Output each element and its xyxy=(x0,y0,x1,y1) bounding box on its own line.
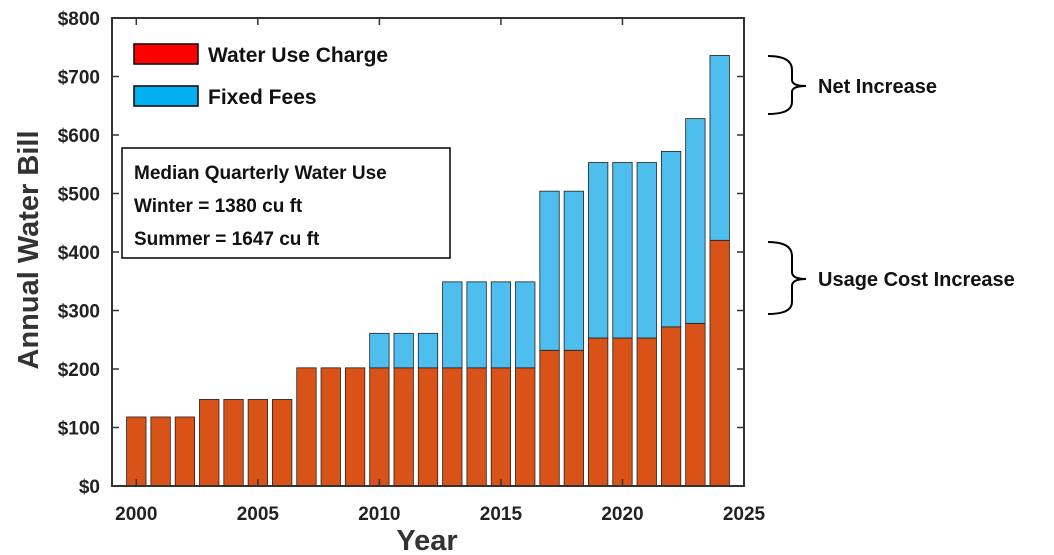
bar-fixed-fees-2019 xyxy=(588,162,609,339)
info-box-heading: Median Quarterly Water Use xyxy=(134,163,387,184)
y-axis: $0 $100 $200 $300 $400 $500 $600 $700 $800 xyxy=(58,9,744,498)
bar-fixed-fees-2017 xyxy=(539,190,560,351)
bar-fixed-fees-2014 xyxy=(466,281,487,369)
bar-water-use-2003 xyxy=(199,399,220,487)
bar-fixed-fees-2016 xyxy=(515,281,536,369)
bar-fixed-fees-2022 xyxy=(660,150,682,328)
info-box-frame xyxy=(121,147,451,259)
bar-water-use-2001 xyxy=(150,416,171,487)
bar-fixed-fees-2010 xyxy=(369,332,390,369)
y-tick-label-0: $0 xyxy=(79,477,100,498)
legend-swatch-water-use xyxy=(133,43,199,65)
legend-label-water-use: Water Use Charge xyxy=(208,44,388,67)
legend-swatch-fixed-fees xyxy=(133,85,199,107)
x-tick-label-2005: 2005 xyxy=(237,504,280,525)
bar-water-use-2004 xyxy=(223,399,244,487)
y-tick-label-200: $200 xyxy=(58,360,100,381)
bar-fixed-fees-2012 xyxy=(417,332,439,369)
bar-water-use-2002 xyxy=(174,416,196,487)
bar-fixed-fees-2021 xyxy=(636,162,657,339)
bar-water-use-2019 xyxy=(588,337,609,487)
bar-fixed-fees-2023 xyxy=(685,118,706,324)
bar-water-use-2020 xyxy=(612,337,633,487)
bar-water-use-2009 xyxy=(344,367,366,487)
bar-water-use-2016 xyxy=(515,367,536,487)
x-axis-title: Year xyxy=(396,525,457,555)
legend: Water Use Charge Fixed Fees xyxy=(133,43,388,109)
bar-water-use-2005 xyxy=(247,399,268,487)
y-tick-label-100: $100 xyxy=(58,419,100,440)
y-tick-label-800: $800 xyxy=(58,9,100,30)
bar-fixed-fees-2011 xyxy=(393,332,414,369)
bar-fixed-fees-2013 xyxy=(442,281,463,369)
y-tick-label-400: $400 xyxy=(58,243,100,264)
bar-fixed-fees-2020 xyxy=(612,162,633,339)
x-tick-label-2025: 2025 xyxy=(723,504,766,525)
x-axis: 2000 2005 2010 2015 2020 2025 xyxy=(115,18,766,525)
net-increase-annotation: Net Increase xyxy=(767,55,937,115)
info-box: Median Quarterly Water Use Winter = 1380… xyxy=(121,147,451,259)
net-increase-brace xyxy=(767,55,807,115)
bar-water-use-2010 xyxy=(369,367,390,487)
y-tick-label-700: $700 xyxy=(58,68,100,89)
bar-water-use-2017 xyxy=(539,349,560,487)
bar-water-use-2018 xyxy=(563,349,584,487)
x-tick-label-2010: 2010 xyxy=(358,504,400,525)
bar-water-use-2013 xyxy=(442,367,463,487)
bar-water-use-2008 xyxy=(320,367,341,487)
bar-water-use-2014 xyxy=(466,367,487,487)
bar-water-use-2022 xyxy=(660,326,682,487)
bar-fixed-fees-2018 xyxy=(563,190,584,351)
bar-fixed-fees-2015 xyxy=(490,281,512,369)
x-tick-label-2000: 2000 xyxy=(115,504,157,525)
bar-water-use-2007 xyxy=(296,367,317,487)
usage-increase-annotation: Usage Cost Increase xyxy=(767,241,1015,315)
bar-water-use-2024 xyxy=(709,239,730,487)
bar-water-use-2000 xyxy=(126,416,147,487)
bar-water-use-2006 xyxy=(272,399,293,487)
usage-increase-brace xyxy=(767,241,807,315)
usage-increase-label: Usage Cost Increase xyxy=(818,269,1015,291)
bar-fixed-fees-2024 xyxy=(709,55,730,241)
y-tick-label-300: $300 xyxy=(58,302,100,323)
bar-water-use-2015 xyxy=(490,367,512,487)
bar-water-use-2011 xyxy=(393,367,414,487)
legend-label-fixed-fees: Fixed Fees xyxy=(208,86,317,109)
bar-water-use-2023 xyxy=(685,322,706,487)
bar-water-use-2012 xyxy=(417,367,439,487)
y-tick-label-600: $600 xyxy=(58,126,100,147)
y-tick-label-500: $500 xyxy=(58,185,100,206)
info-box-winter: Winter = 1380 cu ft xyxy=(134,196,303,217)
bar-water-use-2021 xyxy=(636,337,657,487)
x-tick-label-2020: 2020 xyxy=(601,504,643,525)
net-increase-label: Net Increase xyxy=(818,76,937,98)
info-box-summer: Summer = 1647 cu ft xyxy=(134,229,320,250)
y-axis-title: Annual Water Bill xyxy=(13,131,45,370)
bars-layer xyxy=(126,55,730,487)
x-tick-label-2015: 2015 xyxy=(480,504,523,525)
